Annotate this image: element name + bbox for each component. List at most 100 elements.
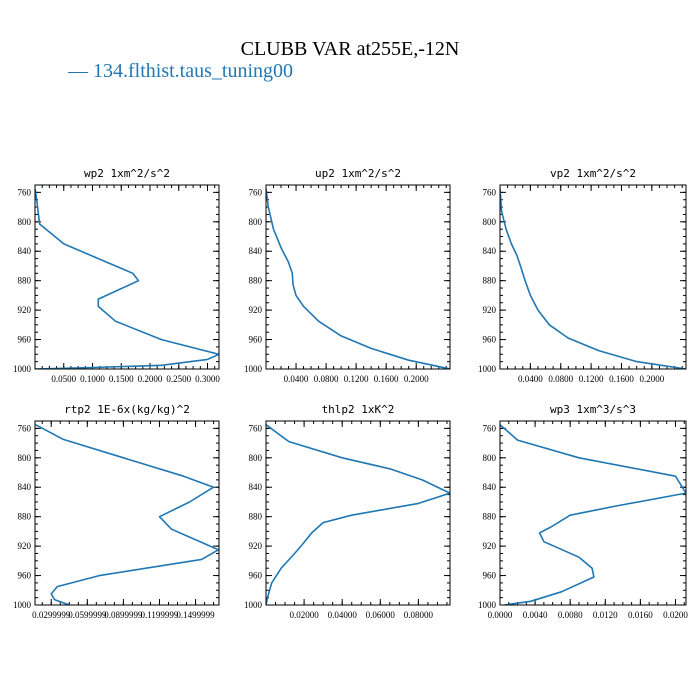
panel-title: rtp2 1E-6x(kg/kg)^2	[64, 403, 190, 416]
x-tick-label: 0.0800	[314, 374, 339, 384]
y-tick-label: 800	[483, 453, 497, 463]
x-tick-label: 0.0299999	[32, 610, 71, 620]
x-tick-label: 0.1600	[609, 374, 634, 384]
x-tick-label: 0.0000	[488, 610, 513, 620]
series-line-1	[500, 188, 686, 369]
y-tick-label: 1000	[13, 600, 32, 610]
x-tick-label: 0.0080	[558, 610, 583, 620]
plot-frame	[499, 420, 687, 606]
y-tick-label: 840	[249, 246, 263, 256]
y-tick-label: 880	[18, 276, 32, 286]
y-tick-label: 800	[249, 453, 263, 463]
plot-frame	[265, 184, 451, 370]
y-tick-label: 1000	[244, 364, 263, 374]
y-tick-label: 960	[18, 335, 32, 345]
series-line-1	[35, 188, 219, 369]
x-tick-label: 0.2000	[404, 374, 429, 384]
y-tick-label: 800	[18, 217, 32, 227]
y-tick-label: 960	[249, 335, 263, 345]
x-tick-label: 0.1200	[344, 374, 369, 384]
x-tick-label: 0.2500	[166, 374, 191, 384]
x-tick-label: 0.04000	[328, 610, 358, 620]
y-tick-label: 880	[483, 512, 497, 522]
panel-2: up2 1xm^2/s^2 760 800 840 880 920 960 1000 0.040…	[244, 167, 451, 384]
x-tick-label: 0.0400	[518, 374, 543, 384]
y-tick-label: 880	[18, 512, 32, 522]
x-tick-label: 0.1000	[80, 374, 105, 384]
panel-title: vp2 1xm^2/s^2	[550, 167, 636, 180]
y-tick-label: 800	[483, 217, 497, 227]
y-tick-label: 960	[483, 571, 497, 581]
x-tick-label: 0.0800	[548, 374, 573, 384]
plot-frame	[34, 420, 220, 606]
y-tick-label: 760	[483, 187, 497, 197]
x-tick-label: 0.0599999	[68, 610, 107, 620]
figure-title: CLUBB VAR at255E,-12N	[241, 38, 460, 60]
x-tick-label: 0.1499999	[176, 610, 215, 620]
y-tick-label: 760	[483, 423, 497, 433]
x-tick-label: 0.0120	[593, 610, 618, 620]
y-tick-label: 920	[249, 305, 263, 315]
y-tick-label: 1000	[244, 600, 263, 610]
y-tick-label: 800	[18, 453, 32, 463]
x-tick-label: 0.0040	[523, 610, 548, 620]
y-tick-label: 920	[483, 541, 497, 551]
panel-4: rtp2 1E-6x(kg/kg)^2 760 800 840 880 920 960 100…	[13, 403, 220, 620]
x-tick-label: 0.0200	[663, 610, 688, 620]
series-line-1	[500, 424, 686, 605]
y-tick-label: 880	[249, 276, 263, 286]
x-tick-label: 0.1600	[374, 374, 399, 384]
panel-6: wp3 1xm^3/s^3 760 800 840 880 920 960 10000.000…	[478, 403, 688, 620]
panel-title: thlp2 1xK^2	[322, 403, 395, 416]
y-tick-label: 920	[18, 541, 32, 551]
x-tick-label: 0.1500	[109, 374, 134, 384]
x-tick-label: 0.0899999	[104, 610, 143, 620]
panel-1: wp2 1xm^2/s^2 760 800 840 880 920 960 1000 0.050…	[13, 167, 220, 384]
x-tick-label: 0.0500	[51, 374, 76, 384]
y-tick-label: 960	[483, 335, 497, 345]
y-tick-label: 1000	[478, 364, 497, 374]
y-tick-label: 760	[249, 187, 263, 197]
x-tick-label: 0.2000	[639, 374, 664, 384]
panel-title: wp3 1xm^3/s^3	[550, 403, 636, 416]
x-tick-label: 0.1200	[579, 374, 604, 384]
y-tick-label: 760	[18, 187, 32, 197]
x-tick-label: 0.02000	[289, 610, 319, 620]
x-tick-label: 0.2000	[138, 374, 163, 384]
y-tick-label: 880	[483, 276, 497, 286]
y-tick-label: 760	[18, 423, 32, 433]
x-tick-label: 0.1199999	[141, 610, 179, 620]
y-tick-label: 840	[249, 482, 263, 492]
y-tick-label: 920	[483, 305, 497, 315]
plot-frame	[34, 184, 220, 370]
y-tick-label: 880	[249, 512, 263, 522]
panel-3: vp2 1xm^2/s^2 760 800 840 880 920 960 1000 0.040…	[478, 167, 687, 384]
series-line-1	[266, 188, 450, 369]
x-tick-label: 0.06000	[366, 610, 396, 620]
panel-5: thlp2 1xK^2 760 800 840 880 920 960 1000 0.02000…	[244, 403, 451, 620]
x-tick-label: 0.3000	[195, 374, 220, 384]
plot-frame	[265, 420, 451, 606]
legend-entry: — 134.flthist.taus_tuning00	[67, 60, 293, 82]
x-tick-label: 0.0160	[628, 610, 653, 620]
y-tick-label: 800	[249, 217, 263, 227]
series-line-1	[266, 424, 450, 605]
y-tick-label: 760	[249, 423, 263, 433]
panel-title: wp2 1xm^2/s^2	[84, 167, 170, 180]
y-tick-label: 1000	[13, 364, 32, 374]
series-line-1	[35, 423, 219, 605]
y-tick-label: 840	[18, 246, 32, 256]
y-tick-label: 960	[249, 571, 263, 581]
plot-frame	[499, 184, 687, 370]
panels: wp2 1xm^2/s^2 760 800 840 880 920 960 1000 0.050…	[13, 167, 688, 620]
y-tick-label: 1000	[478, 600, 497, 610]
x-tick-label: 0.0400	[284, 374, 309, 384]
y-tick-label: 960	[18, 571, 32, 581]
y-tick-label: 840	[18, 482, 32, 492]
panel-title: up2 1xm^2/s^2	[315, 167, 401, 180]
y-tick-label: 840	[483, 482, 497, 492]
x-tick-label: 0.08000	[404, 610, 434, 620]
y-tick-label: 840	[483, 246, 497, 256]
y-tick-label: 920	[249, 541, 263, 551]
